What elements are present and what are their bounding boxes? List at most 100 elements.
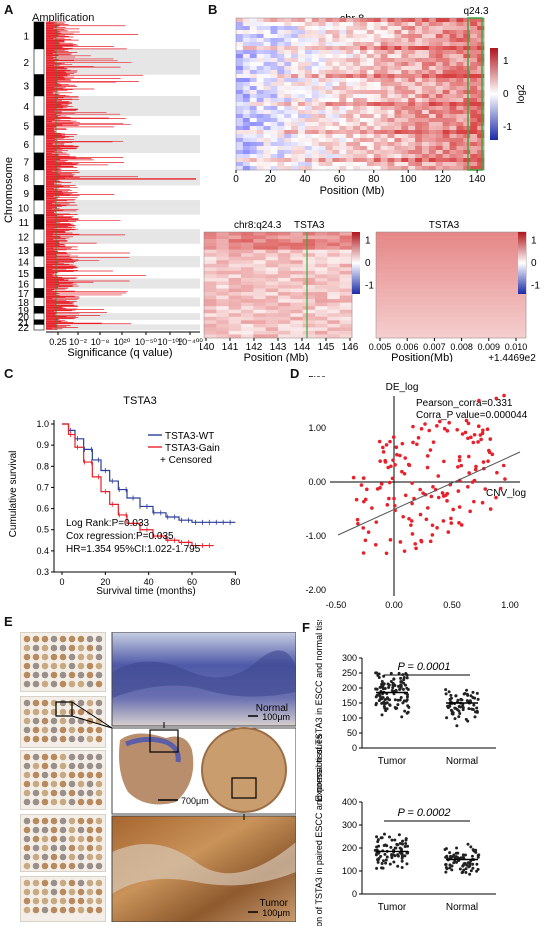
scatter-point (442, 459, 446, 464)
scatter-point (459, 463, 464, 468)
heatmap-cell (256, 146, 264, 151)
scatter-point (440, 491, 445, 495)
heatmap-cell (228, 316, 242, 321)
heatmap-cell (353, 38, 361, 43)
heatmap-cell (449, 166, 457, 171)
heatmap-cell (249, 54, 257, 59)
heatmap-cell (339, 114, 347, 119)
heatmap-cell (270, 130, 278, 135)
heatmap-cell (373, 26, 381, 31)
heatmap-cell (270, 114, 278, 119)
heatmap-cell (401, 134, 409, 139)
heatmap-cell (270, 18, 278, 23)
data-point (450, 709, 454, 713)
heatmap-cell (270, 166, 278, 171)
heatmap-cell (291, 150, 299, 155)
heatmap-cell (456, 90, 464, 95)
heatmap-cell (463, 162, 471, 167)
heatmap-cell (428, 34, 437, 39)
heatmap-cell (236, 94, 244, 99)
y-tick-label: 100 (342, 713, 357, 723)
heatmap-cell (277, 58, 285, 63)
heatmap-cell (304, 134, 313, 139)
heatmap-cell (302, 285, 316, 289)
heatmap-cell (380, 62, 388, 67)
heatmap-cell (325, 102, 333, 107)
heatmap-cell (290, 306, 303, 311)
heatmap-cell (380, 122, 388, 127)
heatmap-cell (401, 98, 409, 103)
heatmap-cell (325, 42, 333, 47)
heatmap-cell (456, 66, 464, 71)
heatmap-cell (277, 74, 285, 79)
heatmap-cell (477, 62, 485, 67)
heatmap-cell (470, 154, 478, 159)
scatter-point (419, 538, 423, 543)
heatmap-cell (304, 82, 313, 87)
heatmap-cell (256, 22, 264, 27)
heatmap-cell (435, 154, 443, 159)
data-point (396, 703, 400, 707)
scatter-point (425, 465, 430, 470)
heatmap-cell (456, 34, 464, 39)
heatmap-cell (401, 94, 409, 99)
data-point (405, 676, 409, 680)
heatmap-cell (339, 242, 353, 247)
data-point (405, 695, 409, 699)
heatmap-cell (477, 110, 485, 115)
heatmap-cell (298, 54, 306, 59)
heatmap-cell (387, 102, 395, 107)
scatter-point (427, 428, 432, 433)
heatmap-cell (284, 30, 292, 35)
heatmap-cell (428, 42, 437, 47)
heatmap-cell (353, 34, 361, 39)
heatmap-cell (408, 138, 416, 143)
scatter-point (373, 542, 378, 547)
heatmap-cell (428, 46, 437, 51)
heatmap-cell (284, 34, 292, 39)
heatmap-cell (401, 50, 409, 55)
x-tick-label: 0.008 (450, 342, 473, 352)
heatmap-cell (278, 235, 291, 240)
heatmap-cell (249, 150, 257, 155)
heatmap-cell (360, 74, 368, 79)
heatmap-cell (456, 18, 464, 23)
scatter-point (436, 495, 441, 500)
heatmap-cell (249, 58, 257, 63)
heatmap-cell (339, 334, 353, 339)
heatmap-cell (339, 281, 353, 286)
heatmap-cell (339, 138, 347, 143)
heatmap-cell (263, 74, 271, 79)
heatmap-cell (291, 90, 299, 95)
heatmap-cell (449, 70, 457, 75)
heatmap-cell (353, 42, 361, 47)
heatmap-cell (456, 166, 464, 171)
heatmap-cell (394, 166, 402, 171)
heatmap-cell (477, 162, 485, 167)
heatmap-cell (263, 78, 271, 83)
scatter-point (466, 454, 471, 459)
heatmap-cell (311, 118, 319, 123)
heatmap-cell (380, 66, 388, 71)
heatmap-cell (449, 126, 457, 131)
ideogram-segment (33, 255, 45, 268)
scatter-point (387, 480, 392, 485)
heatmap-cell (428, 102, 437, 107)
heatmap-cell (353, 138, 361, 143)
heatmap-cell (346, 42, 354, 47)
heatmap-cell (256, 50, 264, 55)
heatmap-cell (346, 30, 354, 35)
heatmap-cell (339, 256, 353, 261)
heatmap-cell (315, 246, 328, 250)
ideogram-segment (33, 266, 45, 279)
heatmap-cell (401, 142, 409, 147)
heatmap-cell (236, 62, 244, 67)
heatmap-cell (435, 46, 443, 51)
heatmap-cell (236, 42, 244, 47)
heatmap-cell (456, 62, 464, 67)
heatmap-cell (228, 299, 242, 303)
ideogram-segment (33, 306, 45, 314)
heatmap-cell (256, 118, 264, 123)
heatmap-cell (311, 66, 319, 71)
heatmap-cell (477, 134, 485, 139)
